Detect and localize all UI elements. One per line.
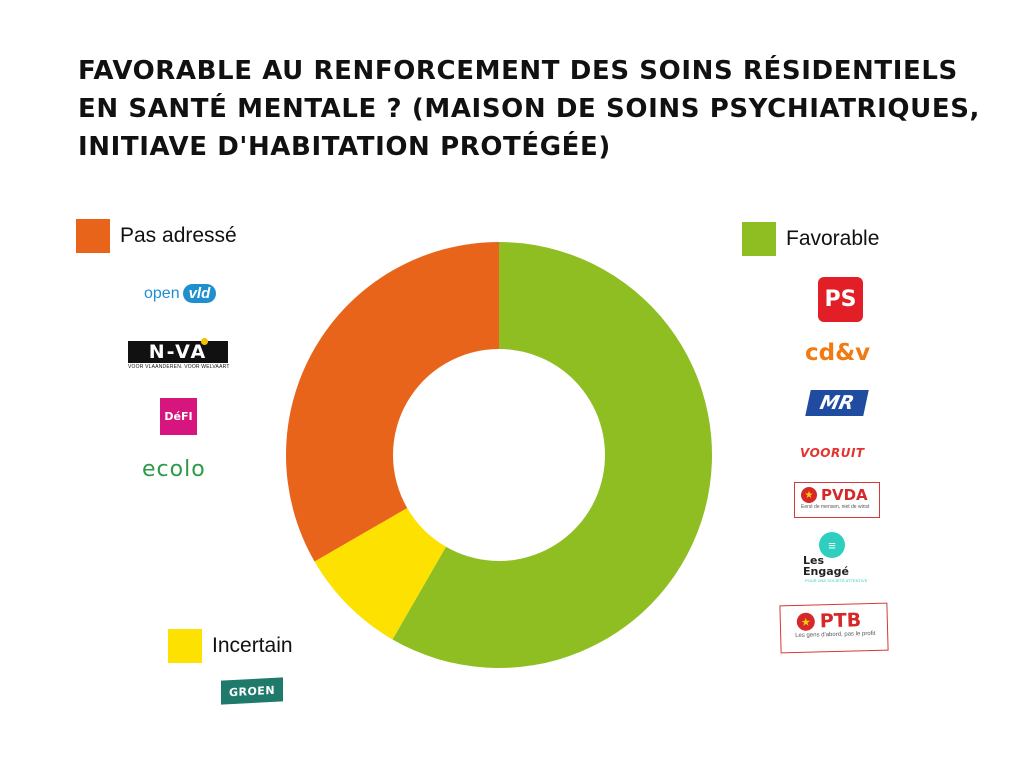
open-vld-logo-prefix: open (144, 284, 180, 302)
nva-logo: N-VA VOOR VLAANDEREN. VOOR WELVAART (128, 338, 230, 370)
legend-item-favorable: Favorable (742, 222, 879, 256)
open-vld-logo: open vld (144, 284, 217, 303)
les-engages-logo: ≡ Les Engagé POUR UNE SOCIÉTÉ ATTENTIVE (803, 528, 867, 584)
nva-logo-bar: N-VA (128, 338, 228, 363)
chart-title-line-2: EN SANTÉ MENTALE ? (MAISON DE SOINS PSYC… (78, 94, 981, 124)
nva-logo-name: N-VA (148, 341, 208, 363)
open-vld-logo-box: vld (182, 284, 217, 303)
chart-title-line-3: INITIAVE D'HABITATION PROTÉGÉE) (78, 132, 611, 162)
legend-label-favorable: Favorable (786, 227, 880, 250)
legend-label-pas-adresse: Pas adressé (120, 224, 237, 247)
legend-label-incertain: Incertain (212, 634, 293, 657)
cdv-logo: cd&v (805, 340, 871, 366)
star-icon: ★ (796, 612, 816, 631)
defi-logo: DéFI (160, 398, 197, 435)
legend-swatch-pas-adresse (76, 219, 110, 253)
ecolo-logo: ecolo (142, 457, 206, 482)
pvda-logo-name: PVDA (821, 486, 868, 504)
mr-logo: MR (805, 390, 869, 416)
donut-slice-pas-adresse (286, 242, 499, 562)
ptb-logo: ★ PTB Les gens d'abord, pas le profit (779, 602, 889, 654)
vooruit-logo: VOORUIT (800, 446, 865, 460)
nva-logo-tagline: VOOR VLAANDEREN. VOOR WELVAART (128, 364, 230, 370)
engages-mark-icon: ≡ (819, 532, 845, 558)
les-engages-logo-line-2: Engagé (803, 565, 849, 578)
legend-item-incertain: Incertain (168, 629, 293, 663)
pvda-logo-tagline: Eerst de mensen, niet de winst (801, 504, 870, 510)
legend-item-pas-adresse: Pas adressé (76, 219, 237, 253)
star-icon: ★ (801, 487, 817, 503)
donut-slice-incertain (314, 508, 446, 640)
les-engages-logo-tagline: POUR UNE SOCIÉTÉ ATTENTIVE (805, 578, 868, 583)
legend-swatch-incertain (168, 629, 202, 663)
groen-logo: GROEN (221, 677, 283, 705)
pvda-logo: ★ PVDA Eerst de mensen, niet de winst (794, 482, 880, 518)
ptb-logo-row: ★ PTB (780, 604, 887, 634)
donut-slice-favorable (392, 242, 712, 669)
chart-title: FAVORABLE AU RENFORCEMENT DES SOINS RÉSI… (78, 52, 981, 166)
ptb-logo-name: PTB (819, 609, 862, 633)
nva-logo-dot (201, 338, 208, 345)
legend-swatch-favorable (742, 222, 776, 256)
les-engages-logo-line-1: Les (803, 554, 825, 567)
chart-title-line-1: FAVORABLE AU RENFORCEMENT DES SOINS RÉSI… (78, 56, 958, 86)
pvda-logo-row: ★ PVDA (795, 483, 879, 504)
ps-logo: PS (818, 277, 863, 322)
